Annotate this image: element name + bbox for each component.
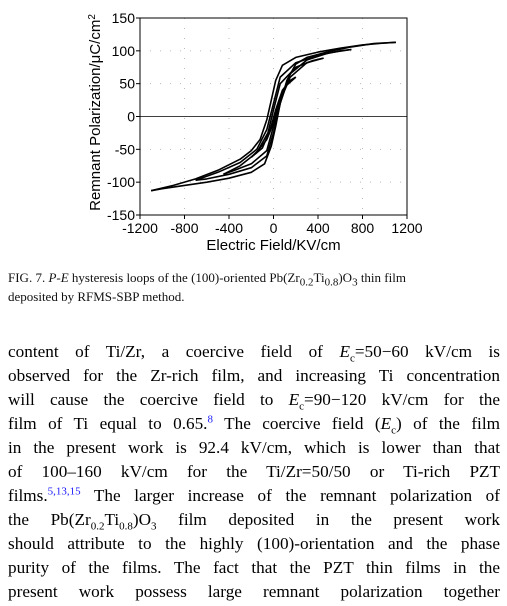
y-axis-label-text: Remnant Polarization/μC/cm [87,20,104,211]
formula-sub: 0.8 [119,520,133,533]
loop-medium-lower-branch [195,48,352,181]
y-axis-label-sup: 2 [87,14,98,20]
text-run: =50−60 kV/cm is [354,342,500,361]
x-tick-label: -800 [170,220,198,236]
loop-inner-upper-branch [250,76,297,158]
y-tick-label: 150 [112,10,136,26]
y-axis-label: Remnant Polarization/μC/cm2 [87,14,105,211]
caption-line-2: deposited by RFMS-SBP method. [8,289,185,304]
y-tick-label: -150 [107,207,135,223]
text-run: )O [132,510,152,529]
math-sub: c [349,352,355,365]
y-tick-label: -100 [107,174,135,190]
body-line-7: films.5,13,15 The larger increase of the… [8,484,500,508]
caption-text-1: hysteresis loops of the (100)-oriented P… [68,270,300,285]
body-line-10: purity of the films. The fact that the P… [8,558,500,577]
text-run: the Pb(Zr [8,510,91,529]
text-run: Ti [104,510,120,529]
caption-pe: P-E [48,270,69,285]
body-line-5: in the present work is 92.4 kV/cm, which… [8,438,500,457]
math-ec: E [339,342,350,361]
text-run: ) of the film [395,414,500,433]
body-paragraph: content of Ti/Zr, a coercive field of Ec… [8,340,500,604]
math-ec: E [288,390,300,409]
caption-sub-2: 0.8 [324,276,339,289]
hysteresis-figure: -1200 -800 -400 0 400 800 1200 150 100 50 0 -50 -100… [87,10,423,254]
body-line-11: present work possess large remnant polar… [8,582,500,601]
y-tick-label: 0 [127,109,135,125]
text-run: The larger increase of the remnant polar… [80,486,500,505]
loop-small-lower-branch [223,57,324,176]
text-run: will cause the coercive field to [8,390,289,409]
figure-caption: FIG. 7. P-E hysteresis loops of the (100… [8,268,502,306]
x-tick-label: -400 [215,220,243,236]
y-tick-label: 100 [112,43,136,59]
body-line-3: will cause the coercive field to Ec=90−1… [8,388,500,412]
caption-sub-1: 0.2 [299,276,314,289]
caption-text-2: Ti [313,270,325,285]
x-axis-label: Electric Field/KV/cm [206,237,340,254]
x-tick-label: 0 [270,220,278,236]
x-tick-label: -1200 [122,220,158,236]
formula-sub: 0.2 [90,520,105,533]
math-ec: E [380,414,392,433]
caption-text-4: thin film [357,270,406,285]
text-run: =90−120 kV/cm for the [304,390,500,409]
body-line-8: the Pb(Zr0.2Ti0.8)O3 film deposited in t… [8,508,500,532]
body-line-4: film of Ti equal to 0.65.8 The coercive … [8,412,500,436]
body-line-6: of 100–160 kV/cm for the Ti/Zr=50/50 or … [8,462,500,481]
text-run: films. [8,486,48,505]
axis-ticks: -1200 -800 -400 0 400 800 1200 150 100 50 0 -50 -100… [107,10,423,236]
text-run: film of Ti equal to 0.65. [8,414,208,433]
caption-prefix: FIG. 7. [8,270,49,285]
reference-link-8[interactable]: 8 [207,413,213,426]
text-run: content of Ti/Zr, a coercive field of [8,342,340,361]
text-run: The coercive field ( [212,414,381,433]
caption-sub-3: 3 [352,276,358,289]
body-line-9: should attribute to the highly (100)-ori… [8,534,500,553]
body-line-1: content of Ti/Zr, a coercive field of Ec… [8,340,500,364]
y-tick-label: -50 [115,141,135,157]
math-sub: c [299,400,304,413]
reference-link-5-13-15[interactable]: 5,13,15 [47,485,81,498]
caption-line-1: FIG. 7. P-E hysteresis loops of the (100… [8,268,502,289]
y-tick-label: 50 [119,76,135,92]
x-tick-label: 800 [351,220,375,236]
text-run: film deposited in the present work [156,510,500,529]
body-line-2: observed for the Zr-rich film, and incre… [8,366,500,385]
caption-text-3: )O [338,270,353,285]
formula-sub: 3 [151,520,157,533]
x-tick-label: 1200 [391,220,422,236]
math-sub: c [391,424,396,437]
hysteresis-loops [150,41,396,192]
x-tick-label: 400 [306,220,330,236]
loop-inner-lower-branch [250,76,297,158]
